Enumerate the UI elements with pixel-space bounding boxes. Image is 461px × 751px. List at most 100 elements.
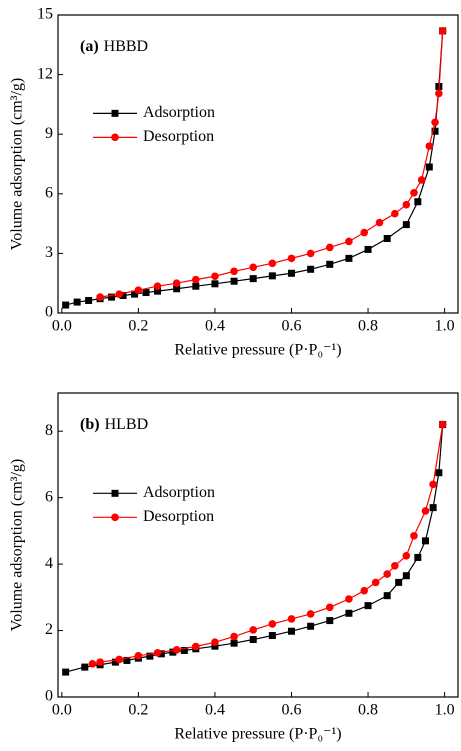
marker <box>435 469 443 477</box>
marker <box>153 282 162 290</box>
marker <box>306 610 315 618</box>
marker <box>395 578 403 586</box>
marker <box>230 632 238 641</box>
marker <box>211 280 219 288</box>
y-tick-label: 2 <box>45 621 53 638</box>
y-tick-label: 6 <box>45 184 53 201</box>
marker <box>268 632 276 640</box>
marker <box>73 298 81 306</box>
marker <box>417 176 426 184</box>
annotation-text: HBBD <box>104 38 148 55</box>
marker <box>62 301 70 309</box>
y-tick-label: 4 <box>45 555 53 572</box>
marker <box>81 663 89 671</box>
y-tick-label: 6 <box>45 488 53 505</box>
marker <box>325 603 334 612</box>
marker <box>119 292 127 300</box>
marker <box>371 578 380 587</box>
marker <box>96 293 104 301</box>
marker <box>410 189 418 197</box>
marker <box>438 420 447 429</box>
marker <box>287 627 295 635</box>
y-axis-label: Volume adsorption (cm³/g) <box>9 78 26 250</box>
marker <box>402 200 411 209</box>
marker <box>287 615 296 623</box>
marker <box>360 228 369 237</box>
marker <box>306 249 315 258</box>
marker <box>123 656 131 664</box>
x-tick-label: 1.0 <box>435 702 455 719</box>
marker <box>146 652 154 660</box>
legend-label: Adsorption <box>143 104 215 121</box>
marker <box>383 235 391 242</box>
marker <box>96 658 104 666</box>
marker <box>249 275 257 283</box>
marker <box>62 668 70 676</box>
marker <box>425 142 434 150</box>
y-tick-label: 0 <box>45 304 53 321</box>
marker <box>172 646 181 654</box>
marker <box>191 642 200 651</box>
marker <box>438 27 447 35</box>
marker <box>115 290 124 298</box>
x-tick-label: 1.0 <box>435 318 455 335</box>
x-tick-label: 0.8 <box>358 702 378 719</box>
marker <box>134 286 143 294</box>
marker <box>421 507 430 515</box>
marker <box>191 275 200 284</box>
marker <box>154 287 162 295</box>
annotation-label: (b) <box>80 416 100 433</box>
marker <box>108 293 116 301</box>
y-axis-label: Volume adsorption (cm³/g) <box>9 459 26 631</box>
marker <box>431 127 439 135</box>
marker <box>268 259 277 268</box>
series-line <box>100 30 444 298</box>
annotation-text: HLBD <box>105 416 149 433</box>
marker <box>157 650 165 658</box>
marker <box>345 595 353 603</box>
marker <box>414 198 422 206</box>
marker <box>410 532 418 540</box>
legend-label: Desorption <box>143 128 214 145</box>
marker <box>268 620 277 628</box>
marker <box>325 243 334 252</box>
x-axis-label: Relative pressure (P·P₀⁻¹) <box>174 726 341 743</box>
marker <box>421 537 429 545</box>
marker <box>287 254 296 263</box>
marker <box>153 649 162 657</box>
marker <box>375 218 384 227</box>
marker <box>307 622 315 630</box>
annotation: (b) HLBD <box>80 416 148 433</box>
marker <box>211 642 219 650</box>
marker <box>85 296 93 304</box>
y-tick-label: 8 <box>45 422 53 439</box>
marker <box>249 626 258 634</box>
marker <box>230 277 238 285</box>
marker <box>360 586 369 595</box>
y-tick-label: 9 <box>45 125 53 142</box>
marker <box>230 639 238 647</box>
y-tick-label: 0 <box>45 688 53 705</box>
marker <box>268 272 276 280</box>
marker <box>402 221 410 229</box>
marker <box>391 561 399 570</box>
marker <box>249 263 258 272</box>
y-tick-label: 15 <box>37 6 53 23</box>
marker <box>287 269 295 277</box>
marker <box>192 282 200 290</box>
marker <box>345 254 353 262</box>
marker <box>402 572 410 580</box>
marker <box>429 504 437 512</box>
marker <box>180 646 188 654</box>
marker <box>383 570 391 578</box>
marker <box>134 652 143 660</box>
x-tick-label: 0.4 <box>205 702 225 719</box>
marker <box>435 89 443 98</box>
marker <box>111 658 119 666</box>
marker <box>131 290 139 298</box>
marker <box>345 237 353 246</box>
annotation: (a) HBBD <box>80 38 148 55</box>
marker <box>414 553 422 561</box>
x-tick-label: 0.6 <box>281 702 301 719</box>
